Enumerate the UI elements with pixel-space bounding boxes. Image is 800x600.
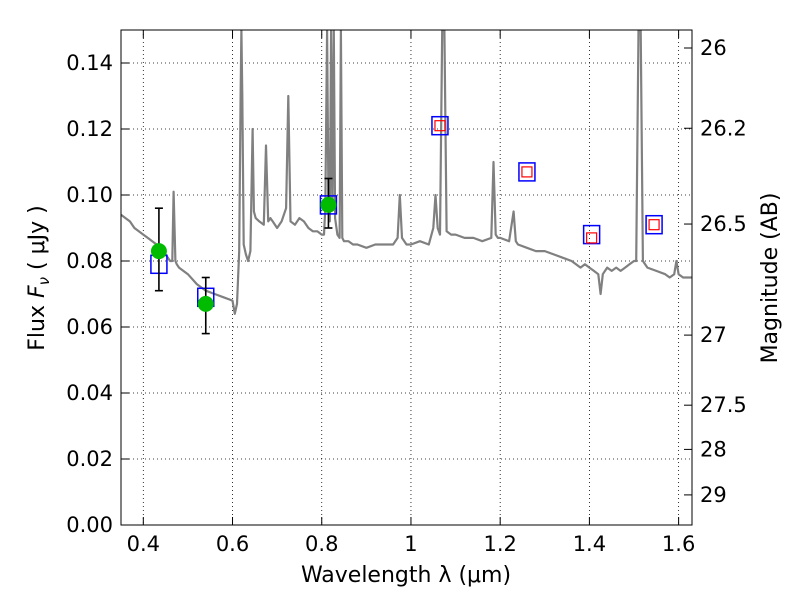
x-tick-label: 1.6 [662, 532, 695, 556]
x-tick-label: 1 [404, 532, 417, 556]
y-tick-label: 0.04 [66, 381, 113, 405]
model-box-marker [582, 224, 601, 245]
y-tick-label: 0.10 [66, 183, 113, 207]
model-box-marker [518, 162, 536, 182]
detection-point [150, 243, 167, 260]
upper-limit-marker [586, 232, 598, 244]
spectrum-line [121, 30, 692, 315]
x-tick-label: 0.4 [127, 532, 160, 556]
y-tick-label: 0.08 [66, 249, 113, 273]
model-box-marker [645, 214, 663, 235]
grid-lines [121, 30, 692, 526]
x-axis-label: Wavelength λ (μm) [301, 563, 511, 588]
y-axis-label: Flux Fν ( μJy ) [25, 205, 53, 350]
y-tick-label: 0.12 [66, 117, 113, 141]
y-axis-label-symbol: F [25, 285, 50, 298]
y-axis-label-prefix: Flux [25, 298, 50, 351]
upper-limit-marker [521, 166, 533, 178]
y-axis-label-subscript: ν [35, 277, 53, 285]
detection-point [320, 196, 337, 213]
model-box-marker [431, 115, 449, 136]
x-tick-label: 0.8 [305, 532, 338, 556]
upper-limit-marker [648, 219, 660, 231]
upper-limit-marker [434, 120, 446, 132]
x-tick-label: 0.6 [216, 532, 249, 556]
x-tick-label: 1.2 [483, 532, 516, 556]
photometry-markers [150, 115, 663, 335]
y-axis-label-unit: ( μJy ) [25, 205, 50, 277]
x-tick-label: 1.4 [573, 532, 606, 556]
y2-tick-label: 26.5 [700, 212, 747, 236]
y2-tick-label: 28 [700, 437, 727, 461]
y-tick-label: 0.06 [66, 315, 113, 339]
detection-point [197, 295, 214, 312]
y2-tick-label: 26 [700, 36, 727, 60]
spectrum-series [121, 30, 692, 315]
y2-tick-label: 26.2 [700, 116, 747, 140]
y-tick-label: 0.02 [66, 447, 113, 471]
y2-axis-label: Magnitude (AB) [758, 193, 783, 364]
y2-tick-label: 27.5 [700, 393, 747, 417]
plot-frame [120, 29, 693, 526]
axis-ticks: 0.4 0.6 0.8 1 1.2 1.4 1.6 0.00 0.02 0.04 0.06 0.08 0… [66, 30, 747, 556]
y2-tick-label: 27 [700, 323, 727, 347]
y-tick-label: 0.00 [66, 513, 113, 537]
y-tick-label: 0.14 [66, 51, 113, 75]
y2-tick-label: 29 [700, 483, 727, 507]
